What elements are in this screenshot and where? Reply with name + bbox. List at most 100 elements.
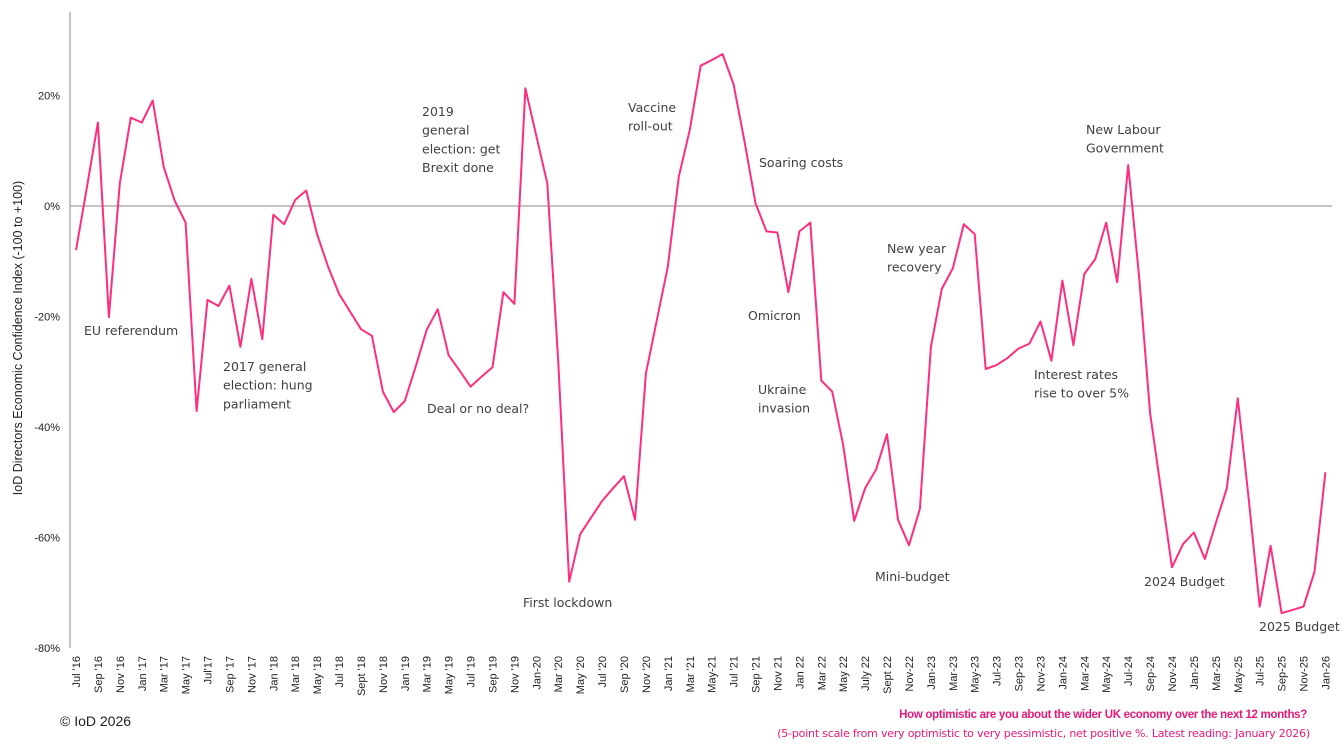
x-tick-label: Sep-25	[1277, 656, 1289, 691]
annotation-line: Soaring costs	[759, 155, 843, 170]
x-tick-label: Jan '18	[268, 656, 280, 691]
x-tick-label: Mar '17	[159, 656, 171, 692]
scale-note: (5-point scale from very optimistic to v…	[777, 727, 1310, 740]
survey-question: How optimistic are you about the wider U…	[899, 709, 1307, 721]
y-tick-label: -80%	[34, 643, 60, 655]
x-tick-label: May '19	[444, 656, 456, 694]
x-tick-label: Sep '20	[619, 656, 631, 693]
x-tick-label: Jan-24	[1057, 656, 1069, 690]
x-tick-label: Nov '19	[509, 656, 521, 693]
event-annotation: Omicron	[748, 308, 801, 323]
x-tick-label: Mar-23	[948, 656, 960, 691]
annotation-line: Mini-budget	[875, 569, 950, 584]
x-tick-label: Jul'17	[203, 656, 215, 684]
x-tick-label: Nov '20	[641, 656, 653, 693]
x-tick-label: Jul '19	[466, 656, 478, 687]
x-tick-label: Jan '17	[137, 656, 149, 691]
x-tick-label: Nov '17	[246, 656, 258, 693]
event-annotation: Ukraine invasion	[758, 382, 810, 416]
y-tick-label: 0%	[44, 201, 60, 213]
x-tick-label: Sep '17	[224, 656, 236, 693]
x-tick-label: Mar '21	[685, 656, 697, 692]
annotation-line: New Labour	[1086, 122, 1161, 137]
x-tick-label: Mar-25	[1211, 656, 1223, 691]
annotation-line: Ukraine	[758, 382, 807, 397]
x-tick-label: Nov '18	[378, 656, 390, 693]
x-tick-label: Jul-23	[992, 656, 1004, 686]
x-tick-label: Mar '20	[553, 656, 565, 692]
x-tick-label: Sep-23	[1014, 656, 1026, 691]
x-tick-label: Jan '21	[663, 656, 675, 691]
event-annotation: Soaring costs	[759, 155, 843, 170]
x-tick-label: May 22	[838, 656, 850, 692]
annotation-line: Brexit done	[422, 160, 494, 175]
x-tick-label: Nov '16	[115, 656, 127, 693]
x-tick-label: Sept '18	[356, 656, 368, 696]
annotation-line: invasion	[758, 401, 810, 416]
annotation-line: 2025 Budget	[1259, 619, 1340, 634]
x-tick-label: Nov 21	[772, 656, 784, 691]
copyright: © IoD 2026	[60, 713, 132, 729]
x-tick-label: Nov-25	[1299, 656, 1311, 691]
x-tick-label: Jul '18	[334, 656, 346, 687]
x-tick-label: Jul '16	[71, 656, 83, 687]
x-tick-label: Sep '21	[751, 656, 763, 693]
x-tick-label: July 22	[860, 656, 872, 691]
x-tick-label: Jan-23	[926, 656, 938, 690]
x-tick-label: Jan-26	[1320, 656, 1332, 690]
y-tick-label: -60%	[34, 533, 60, 545]
annotation-line: First lockdown	[523, 595, 612, 610]
event-annotation: First lockdown	[523, 595, 612, 610]
y-tick-label: 20%	[38, 91, 60, 103]
x-tick-label: Jul-25	[1255, 656, 1267, 686]
annotation-line: general	[422, 123, 470, 138]
annotation-line: 2024 Budget	[1144, 574, 1225, 589]
event-annotation: New year recovery	[887, 241, 947, 275]
x-tick-label: Mar '19	[422, 656, 434, 692]
x-tick-label: Nov-24	[1167, 656, 1179, 691]
event-annotation: 2025 Budget	[1259, 619, 1340, 634]
x-tick-label: Mar '18	[290, 656, 302, 692]
x-tick-label: Nov-22	[904, 656, 916, 691]
x-tick-label: Mar-24	[1079, 656, 1091, 691]
y-axis-title: IoD Directors Economic Confidence Index …	[11, 181, 25, 495]
event-annotation: New Labour Government	[1086, 122, 1164, 156]
series-line	[75, 53, 1327, 615]
annotation-line: election: hung	[223, 378, 313, 393]
annotation-line: Vaccine	[628, 100, 676, 115]
x-tick-label: May '18	[312, 656, 324, 694]
x-tick-label: May '20	[575, 656, 587, 694]
x-tick-label: Jul '21	[729, 656, 741, 687]
x-tick-label: Jan '19	[400, 656, 412, 691]
annotation-line: New year	[887, 241, 947, 256]
annotation-line: Interest rates	[1034, 367, 1118, 382]
x-tick-label: May-24	[1101, 656, 1113, 693]
y-tick-label: -20%	[34, 312, 60, 324]
x-tick-label: Jan-25	[1189, 656, 1201, 690]
x-tick-label: Jul-24	[1123, 656, 1135, 686]
x-tick-label: Sep '19	[487, 656, 499, 693]
event-annotation: Mini-budget	[875, 569, 950, 584]
event-annotation: Deal or no deal?	[427, 401, 529, 416]
x-tick-label: Jan-20	[531, 656, 543, 690]
x-tick-label: May-21	[707, 656, 719, 693]
event-annotation: 2017 general election: hung parliament	[223, 359, 313, 411]
annotation-line: rise to over 5%	[1034, 386, 1129, 401]
event-annotation: 2024 Budget	[1144, 574, 1225, 589]
x-tick-label: Sep '16	[93, 656, 105, 693]
annotation-line: Deal or no deal?	[427, 401, 529, 416]
annotation-line: EU referendum	[84, 323, 178, 338]
annotation-line: recovery	[887, 260, 942, 275]
x-tick-label: Jan 22	[794, 656, 806, 689]
x-tick-label: Sep-24	[1145, 656, 1157, 691]
annotation-line: Omicron	[748, 308, 801, 323]
x-tick-label: May-25	[1233, 656, 1245, 693]
x-tick-label: May '17	[181, 656, 193, 694]
y-tick-label: -40%	[34, 422, 60, 434]
x-tick-label: Nov-23	[1035, 656, 1047, 691]
event-annotation: EU referendum	[84, 323, 178, 338]
annotation-line: roll-out	[628, 119, 673, 134]
x-tick-label: Sept 22	[882, 656, 894, 694]
annotation-line: parliament	[223, 396, 291, 411]
